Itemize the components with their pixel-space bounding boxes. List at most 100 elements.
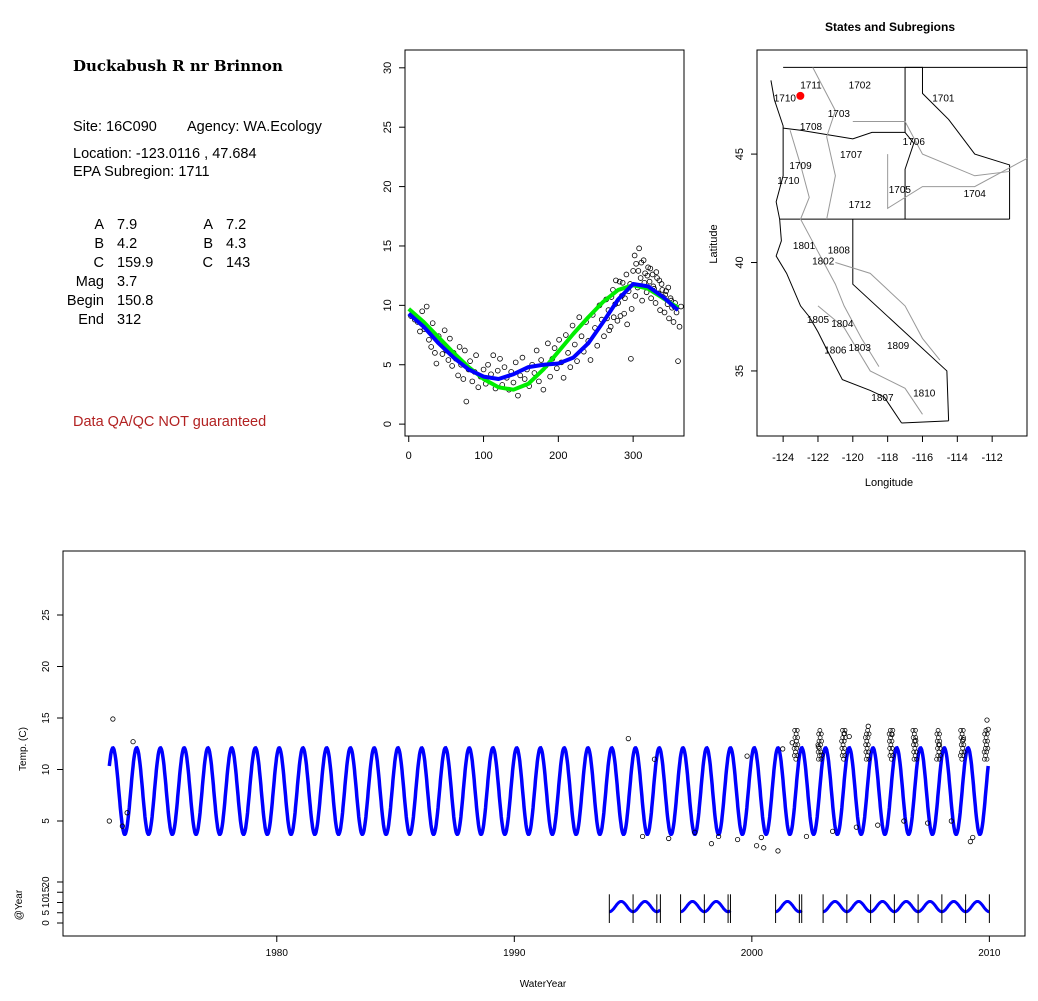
timeseries-point	[753, 843, 760, 849]
timeseries-point	[985, 738, 990, 744]
scatter-point	[587, 357, 594, 363]
map-region-label-1710: 1710	[777, 176, 800, 187]
timeseries-point	[960, 737, 966, 743]
timeseries-point	[936, 742, 943, 748]
scatter-point	[510, 379, 517, 386]
scatter-point	[439, 351, 446, 357]
map-region-label-1706: 1706	[903, 137, 926, 148]
map-ylabel: Latitude	[708, 224, 720, 263]
scatter-point	[646, 278, 653, 285]
map-region-label-1711: 1711	[800, 81, 822, 92]
timeseries-point	[961, 742, 967, 748]
map-subregion-line	[835, 262, 941, 361]
timeseries-xlabel: WaterYear	[520, 979, 567, 990]
map-region-label-1703: 1703	[828, 109, 851, 120]
scatter-point	[622, 295, 628, 302]
map-ytick-label: 40	[734, 256, 746, 268]
timeseries-point	[865, 723, 871, 729]
timeseries-point	[937, 738, 943, 744]
scatter-point	[426, 336, 432, 343]
scatter-point	[540, 386, 547, 393]
map-region-label-1709: 1709	[789, 161, 812, 172]
year-ytick-label: 10	[41, 897, 52, 909]
timeseries-point	[734, 836, 741, 843]
map-xtick-label: -116	[912, 452, 933, 464]
scatter-point	[445, 357, 452, 363]
timeseries-point	[789, 740, 795, 746]
map-ytick-label: 45	[734, 148, 746, 160]
scatter-point	[648, 295, 654, 302]
scatter-point	[480, 366, 487, 373]
year-segment	[680, 900, 732, 914]
timeseries-point	[815, 744, 821, 750]
scatter-point	[676, 323, 683, 330]
map-xtick-label: -124	[772, 452, 794, 464]
scatter-point	[497, 355, 503, 362]
timeseries-point	[961, 749, 967, 755]
map-coastline	[770, 80, 902, 424]
map-region-label-1705: 1705	[889, 185, 912, 196]
scatter-point	[623, 271, 630, 278]
scatter-point	[521, 376, 528, 382]
timeseries-point	[984, 717, 990, 723]
timeseries-point	[890, 753, 895, 758]
timeseries-point	[110, 716, 116, 722]
map-region-label-1810: 1810	[913, 389, 936, 400]
scatter-point	[475, 384, 482, 391]
scatter-point	[494, 367, 501, 374]
timeseries-point	[913, 749, 919, 755]
timeseries-point	[913, 735, 919, 740]
param-left-value-begin: 150.8	[117, 293, 154, 309]
scatter-point	[624, 321, 630, 328]
scatter-point	[661, 309, 668, 316]
timeseries-point	[651, 756, 658, 762]
timeseries-point	[970, 834, 976, 841]
scatter-point	[533, 347, 540, 354]
timeseries-point	[842, 746, 847, 751]
scatter-point	[441, 327, 448, 334]
scatter-point	[666, 315, 672, 322]
map-ytick-label: 35	[734, 365, 746, 377]
scatter-point	[490, 352, 497, 359]
scatter-point	[576, 314, 583, 321]
timeseries-ytick-label: 20	[41, 661, 52, 673]
timeseries-point	[913, 738, 919, 744]
timeseries-point	[846, 733, 852, 740]
scatter-ytick-label: 20	[382, 180, 394, 192]
timeseries-ytick-label: 10	[41, 764, 52, 776]
year-ytick-label: 0	[41, 920, 52, 926]
param-left-name-b: B	[94, 236, 104, 252]
param-left-name-mag: Mag	[75, 274, 104, 290]
map-region-label-1806: 1806	[824, 345, 847, 356]
timeseries-point	[639, 833, 646, 840]
timeseries-point	[865, 742, 871, 748]
timeseries-point	[794, 753, 800, 758]
scatter-point	[637, 275, 644, 281]
timeseries-point	[775, 848, 781, 854]
timeseries-point	[890, 728, 896, 733]
scatter-point	[433, 360, 440, 367]
timeseries-point	[842, 753, 848, 758]
param-left-value-a: 7.9	[117, 217, 138, 233]
scatter-point	[455, 372, 461, 379]
timeseries-point	[875, 822, 881, 828]
map-title: States and Subregions	[825, 20, 955, 34]
map-xtick-label: -114	[947, 452, 968, 464]
timeseries-point	[866, 731, 872, 737]
scatter-point	[554, 365, 560, 372]
timeseries-point	[715, 833, 722, 840]
scatter-point	[630, 268, 636, 274]
param-left-value-b: 4.2	[117, 236, 138, 252]
scatter-ytick-label: 15	[382, 240, 394, 252]
timeseries-point	[842, 728, 848, 733]
map-subregion-line	[812, 67, 836, 220]
map-region-label-1803: 1803	[849, 343, 872, 354]
timeseries-point	[829, 828, 836, 834]
map-xtick-label: -122	[807, 452, 829, 464]
scatter-point	[563, 332, 569, 338]
scatter-point	[574, 358, 580, 364]
scatter-ytick-label: 0	[382, 421, 394, 427]
scatter-point	[665, 284, 672, 291]
scatter-point	[551, 345, 558, 351]
scatter-xtick-label: 300	[624, 450, 642, 462]
